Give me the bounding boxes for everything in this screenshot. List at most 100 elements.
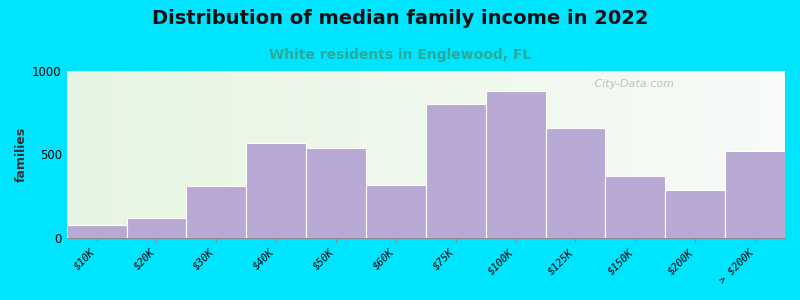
Bar [634,71,638,238]
Bar [530,71,534,238]
Bar [102,71,106,238]
Bar [444,71,447,238]
Bar [523,71,526,238]
Bar [124,71,128,238]
Bar [368,71,372,238]
Bar [551,71,555,238]
Bar [164,71,167,238]
Bar [738,71,742,238]
Bar [725,151,785,238]
Bar [128,71,131,238]
Bar [254,71,257,238]
Bar [698,71,702,238]
Bar [613,71,616,238]
Bar [458,71,462,238]
Bar [447,71,451,238]
Bar [239,71,242,238]
Bar [404,71,408,238]
Bar [490,71,494,238]
Bar [261,71,264,238]
Bar [770,71,774,238]
Bar [566,71,570,238]
Y-axis label: families: families [15,127,28,182]
Bar [623,71,627,238]
Bar [616,71,620,238]
Bar [706,71,710,238]
Text: City-Data.com: City-Data.com [584,79,674,89]
Bar [160,71,164,238]
Bar [242,71,246,238]
Bar [415,71,418,238]
Bar [199,71,203,238]
Bar [397,71,401,238]
Bar [297,71,300,238]
Bar [577,71,580,238]
Bar [606,71,609,238]
Bar [92,71,95,238]
Bar [153,71,157,238]
Bar [534,71,537,238]
Bar [66,71,70,238]
Bar [516,71,519,238]
Bar [426,104,486,238]
Bar [674,71,678,238]
Bar [408,71,411,238]
Bar [131,71,135,238]
Bar [70,71,74,238]
Bar [411,71,415,238]
Bar [652,71,656,238]
Bar [548,71,551,238]
Bar [290,71,293,238]
Bar [390,71,394,238]
Bar [293,71,297,238]
Bar [142,71,146,238]
Bar [763,71,767,238]
Bar [121,71,124,238]
Bar [498,71,502,238]
Bar [379,71,382,238]
Bar [95,71,99,238]
Bar [318,71,322,238]
Bar [688,71,692,238]
Bar [81,71,85,238]
Bar [250,71,254,238]
Bar [594,71,598,238]
Bar [322,71,326,238]
Bar [476,71,480,238]
Bar [225,71,228,238]
Bar [354,71,358,238]
Bar [546,128,606,238]
Bar [598,71,602,238]
Bar [375,71,379,238]
Bar [350,71,354,238]
Bar [314,71,318,238]
Bar [126,218,186,238]
Bar [656,71,659,238]
Bar [678,71,681,238]
Bar [311,71,314,238]
Bar [642,71,645,238]
Bar [591,71,594,238]
Bar [206,71,210,238]
Bar [366,184,426,238]
Bar [150,71,153,238]
Bar [218,71,221,238]
Bar [203,71,206,238]
Bar [232,71,235,238]
Bar [480,71,483,238]
Bar [731,71,734,238]
Bar [329,71,333,238]
Bar [505,71,509,238]
Bar [666,71,670,238]
Text: White residents in Englewood, FL: White residents in Englewood, FL [269,48,531,62]
Bar [214,71,218,238]
Bar [753,71,756,238]
Bar [720,71,724,238]
Bar [282,71,286,238]
Bar [609,71,613,238]
Bar [286,71,290,238]
Bar [645,71,649,238]
Bar [724,71,727,238]
Bar [110,71,114,238]
Bar [494,71,498,238]
